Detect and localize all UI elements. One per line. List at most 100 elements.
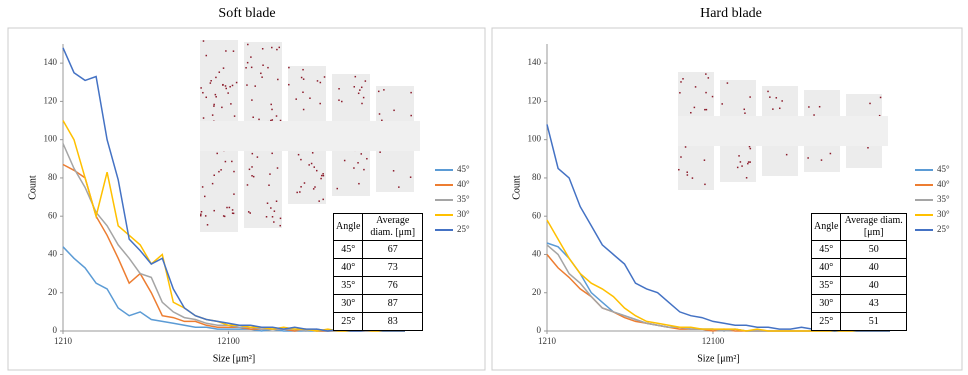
defect [232, 209, 234, 211]
table-cell: Average diam. [μm] [841, 214, 907, 241]
defect [233, 50, 235, 52]
table-cell: 76 [363, 277, 423, 295]
y-tick-label: 80 [48, 172, 58, 182]
defect [807, 157, 809, 159]
defect [690, 112, 692, 114]
table-row: 25°51 [812, 313, 907, 331]
defect [251, 175, 253, 177]
defect [721, 103, 723, 105]
defect [298, 154, 300, 156]
defect [750, 148, 752, 150]
defect [210, 80, 212, 82]
defect [708, 77, 710, 79]
y-tick-label: 0 [537, 325, 542, 335]
table-cell: 50 [841, 241, 907, 259]
defect [268, 184, 270, 186]
defect [692, 177, 694, 179]
legend-label: 40° [457, 179, 470, 189]
defect [704, 184, 706, 186]
defect [223, 67, 225, 69]
defect [738, 155, 740, 157]
defect [227, 92, 229, 94]
defect [819, 106, 821, 108]
y-axis-label: Count [511, 175, 522, 200]
defect [225, 85, 227, 87]
defect [363, 97, 365, 99]
defect [410, 115, 412, 117]
defect [229, 207, 231, 209]
defect [322, 199, 324, 201]
defect [249, 169, 251, 171]
defect [200, 213, 202, 215]
defect [749, 96, 751, 98]
defect [880, 97, 882, 99]
defect [704, 109, 706, 111]
defect [302, 69, 304, 71]
defect [226, 207, 228, 209]
defect [229, 86, 231, 88]
defect [808, 106, 810, 108]
table-cell: 45° [812, 241, 841, 259]
defect [705, 92, 707, 94]
defect [318, 200, 320, 202]
defect [769, 96, 771, 98]
defect [247, 44, 249, 46]
table-cell: 40° [812, 259, 841, 277]
legend-label: 25° [937, 224, 950, 234]
chart-title: Hard blade [700, 6, 762, 21]
defect [323, 175, 325, 177]
defect [274, 210, 276, 212]
defect [308, 164, 310, 166]
x-tick-label: 1210 [54, 336, 73, 346]
defect [679, 92, 681, 94]
defect [361, 153, 363, 155]
defect [247, 184, 249, 186]
y-tick-label: 100 [44, 134, 58, 144]
y-tick-label: 40 [532, 249, 542, 259]
defect [704, 159, 706, 161]
defect [232, 85, 234, 87]
defect [312, 152, 314, 154]
defect [781, 100, 783, 102]
defect [225, 50, 227, 52]
defect [746, 177, 748, 179]
defect [279, 225, 281, 227]
defect [225, 161, 227, 163]
defect [821, 159, 823, 161]
defect [359, 89, 361, 91]
defect [737, 167, 739, 169]
defect [203, 117, 205, 119]
specimen-band [678, 116, 888, 146]
table-cell: 30° [334, 295, 363, 313]
y-tick-label: 140 [44, 57, 58, 67]
specimen-band [200, 121, 420, 151]
defect [410, 92, 412, 94]
defect [365, 80, 367, 82]
legend-label: 25° [457, 224, 470, 234]
defect [361, 103, 363, 105]
defect [740, 161, 742, 163]
y-tick-label: 20 [532, 287, 542, 297]
defect [301, 77, 303, 79]
defect [248, 211, 250, 213]
y-tick-label: 20 [48, 287, 58, 297]
defect [267, 202, 269, 204]
legend-label: 45° [937, 164, 950, 174]
defect [302, 92, 304, 94]
legend-label: 30° [457, 209, 470, 219]
defect [358, 183, 360, 185]
defect [741, 165, 743, 167]
defect [338, 88, 340, 90]
defect [747, 163, 749, 165]
defect [267, 67, 269, 69]
defect [236, 82, 238, 84]
x-tick-label: 1210 [538, 336, 557, 346]
defect [749, 161, 751, 163]
defect [779, 108, 781, 110]
defect [320, 82, 322, 84]
defect [272, 119, 274, 121]
table-row: 25°83 [334, 313, 423, 331]
table-cell: 30° [812, 295, 841, 313]
defect [215, 77, 217, 79]
defect [772, 108, 774, 110]
